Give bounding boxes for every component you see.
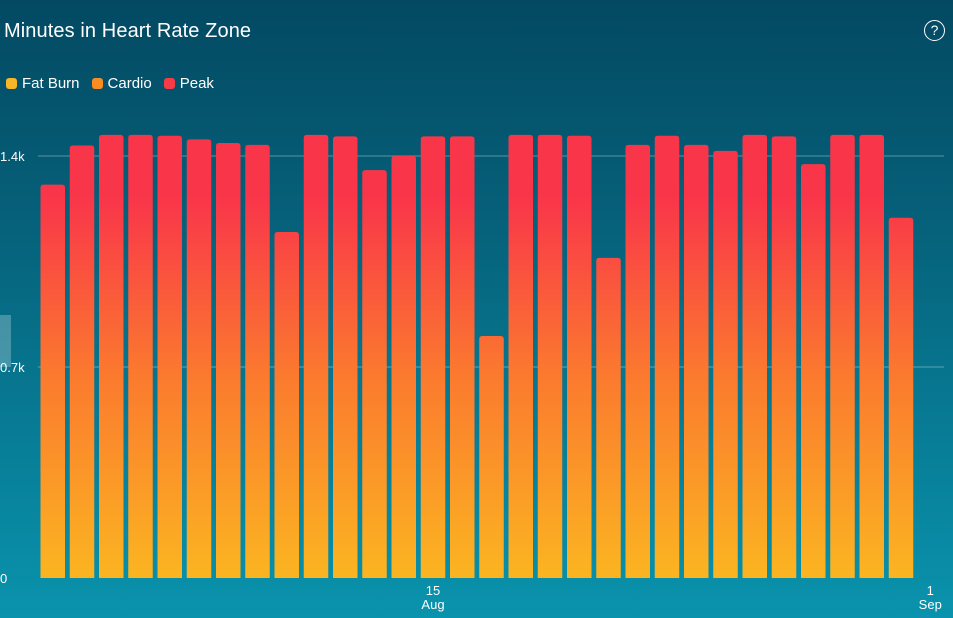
bar-2018-08-04[interactable]	[99, 134, 124, 578]
legend-label-cardio: Cardio	[107, 75, 152, 92]
bar-2018-08-24[interactable]	[684, 144, 709, 578]
help-icon[interactable]: ?	[924, 20, 945, 41]
bar-2018-08-20[interactable]	[567, 135, 592, 578]
bar-2018-08-03[interactable]	[69, 145, 95, 578]
bar-2018-08-28[interactable]	[801, 164, 826, 579]
legend-item-fat-burn: Fat Burn	[6, 75, 80, 92]
x-tick-month: Aug	[421, 597, 444, 612]
bar-2018-08-23[interactable]	[654, 135, 680, 578]
x-tick-day: 1	[927, 583, 934, 598]
bar-2018-08-08[interactable]	[216, 143, 241, 578]
bar-2018-08-06[interactable]	[157, 135, 183, 578]
bar-2018-08-31[interactable]	[888, 217, 914, 579]
bar-2018-08-19[interactable]	[537, 134, 563, 578]
bar-2018-08-02[interactable]	[40, 184, 66, 578]
chart-title: Minutes in Heart Rate Zone	[4, 20, 252, 42]
y-tick-label: 1.4k	[0, 149, 25, 164]
bar-2018-08-10[interactable]	[274, 231, 300, 578]
legend-item-cardio: Cardio	[91, 75, 152, 92]
bar-2018-08-16[interactable]	[450, 136, 475, 578]
bar-2018-08-21[interactable]	[596, 257, 621, 578]
side-scroll-handle[interactable]	[0, 315, 11, 367]
legend-swatch-cardio	[91, 78, 103, 89]
x-tick-month: Sep	[919, 597, 942, 612]
bar-2018-08-27[interactable]	[771, 136, 797, 578]
bar-layer	[40, 134, 914, 579]
bar-2018-08-22[interactable]	[625, 144, 651, 578]
y-tick-label: 0.7k	[0, 360, 25, 375]
chart-legend: Fat Burn Cardio Peak	[6, 75, 214, 92]
bar-2018-08-18[interactable]	[508, 134, 534, 578]
y-tick-label: 0	[0, 571, 7, 586]
bar-2018-08-13[interactable]	[362, 170, 387, 578]
bar-2018-08-09[interactable]	[245, 144, 270, 578]
bar-2018-08-17[interactable]	[479, 335, 504, 578]
legend-label-peak: Peak	[179, 75, 214, 92]
bar-2018-08-15[interactable]	[420, 136, 446, 578]
bar-2018-08-26[interactable]	[742, 134, 768, 578]
x-tick-day: 15	[426, 583, 440, 598]
legend-swatch-fat-burn	[6, 78, 17, 89]
bar-2018-08-11[interactable]	[303, 134, 329, 578]
bar-2018-08-05[interactable]	[128, 134, 153, 578]
bar-2018-08-14[interactable]	[391, 156, 417, 578]
bar-2018-08-25[interactable]	[713, 150, 738, 578]
bar-2018-08-30[interactable]	[859, 134, 885, 578]
bar-2018-08-07[interactable]	[186, 139, 212, 578]
legend-swatch-peak	[163, 78, 175, 89]
legend-label-fat-burn: Fat Burn	[22, 75, 80, 92]
legend-item-peak: Peak	[163, 75, 214, 92]
bar-2018-08-12[interactable]	[333, 136, 358, 578]
bar-2018-08-29[interactable]	[830, 134, 855, 578]
